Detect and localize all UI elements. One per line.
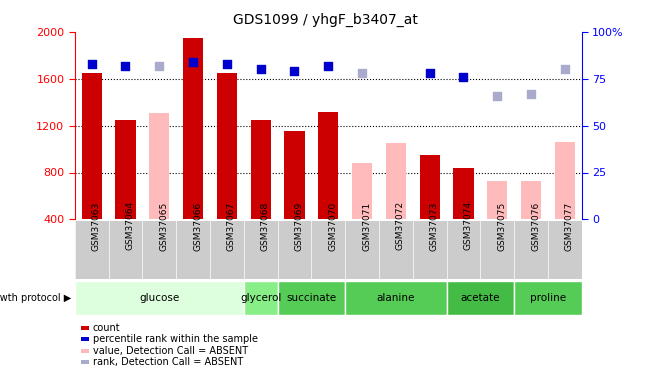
Point xyxy=(492,93,502,99)
Text: GSM37068: GSM37068 xyxy=(261,201,270,250)
Point xyxy=(86,61,97,67)
Bar xyxy=(318,112,339,219)
Bar xyxy=(514,281,582,315)
Bar xyxy=(453,168,474,219)
Bar xyxy=(244,281,278,315)
Bar xyxy=(81,73,102,219)
Text: GSM37076: GSM37076 xyxy=(531,201,540,250)
Bar xyxy=(115,120,136,219)
Point xyxy=(188,59,198,65)
Bar xyxy=(487,181,508,219)
Text: alanine: alanine xyxy=(376,293,415,303)
Bar xyxy=(554,142,575,219)
Bar xyxy=(250,120,271,219)
Bar xyxy=(75,281,244,315)
Bar xyxy=(419,155,440,219)
Bar xyxy=(521,181,541,219)
Text: GSM37063: GSM37063 xyxy=(92,201,101,250)
Text: succinate: succinate xyxy=(286,293,337,303)
Text: GSM37069: GSM37069 xyxy=(294,201,304,250)
Bar xyxy=(284,132,305,219)
Point xyxy=(526,91,536,97)
Text: value, Detection Call = ABSENT: value, Detection Call = ABSENT xyxy=(93,346,248,355)
Bar xyxy=(447,281,514,315)
Text: GSM37074: GSM37074 xyxy=(463,201,473,250)
Text: glycerol: glycerol xyxy=(240,293,281,303)
Text: GDS1099 / yhgF_b3407_at: GDS1099 / yhgF_b3407_at xyxy=(233,13,417,27)
Text: percentile rank within the sample: percentile rank within the sample xyxy=(93,334,258,344)
Point xyxy=(323,63,333,69)
Bar xyxy=(216,73,237,219)
Text: growth protocol ▶: growth protocol ▶ xyxy=(0,293,72,303)
Text: GSM37066: GSM37066 xyxy=(193,201,202,250)
Text: proline: proline xyxy=(530,293,566,303)
Text: GSM37065: GSM37065 xyxy=(159,201,168,250)
Text: count: count xyxy=(93,323,120,333)
Point xyxy=(458,74,469,80)
Point xyxy=(560,66,570,72)
Bar xyxy=(149,113,170,219)
Bar xyxy=(278,281,345,315)
Point xyxy=(222,61,232,67)
Text: GSM37077: GSM37077 xyxy=(565,201,574,250)
Bar xyxy=(352,163,372,219)
Text: acetate: acetate xyxy=(461,293,500,303)
Text: GSM37070: GSM37070 xyxy=(328,201,337,250)
Text: GSM37075: GSM37075 xyxy=(497,201,506,250)
Text: GSM37067: GSM37067 xyxy=(227,201,236,250)
Text: GSM37072: GSM37072 xyxy=(396,201,405,250)
Text: glucose: glucose xyxy=(139,293,179,303)
Text: GSM37073: GSM37073 xyxy=(430,201,439,250)
Text: GSM37064: GSM37064 xyxy=(125,201,135,250)
Text: rank, Detection Call = ABSENT: rank, Detection Call = ABSENT xyxy=(93,357,243,367)
Point xyxy=(289,68,300,74)
Text: GSM37071: GSM37071 xyxy=(362,201,371,250)
Bar xyxy=(385,143,406,219)
Bar xyxy=(183,38,203,219)
Bar xyxy=(345,281,447,315)
Point xyxy=(255,66,266,72)
Point xyxy=(357,70,367,76)
Point xyxy=(424,70,435,76)
Point xyxy=(120,63,131,69)
Point xyxy=(154,63,164,69)
